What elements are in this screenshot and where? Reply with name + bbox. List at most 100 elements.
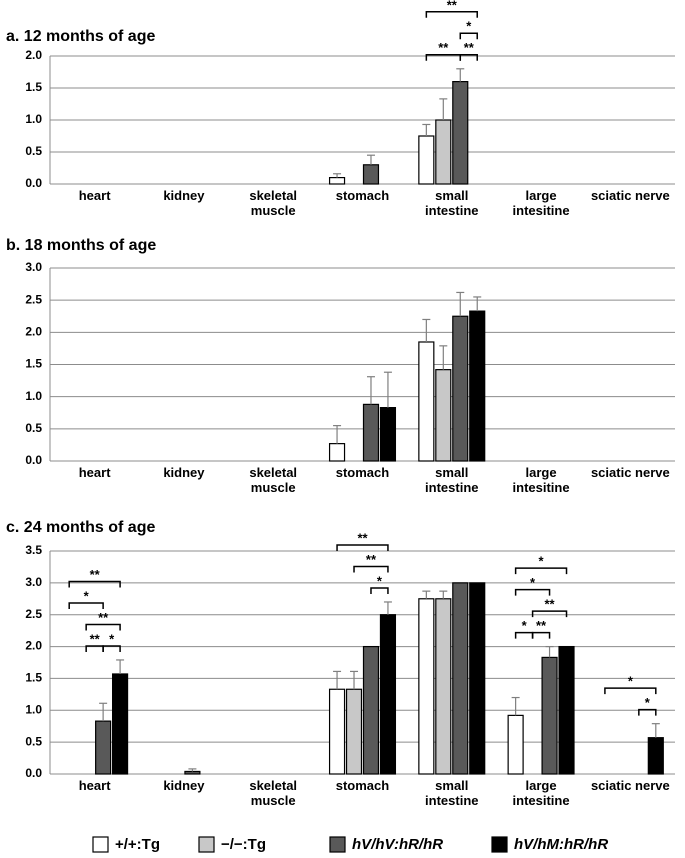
- y-tick-label: 1.0: [25, 702, 42, 716]
- x-tick-label-box: kidney: [163, 465, 205, 480]
- error-bar: [422, 318, 431, 342]
- y-tick-label: 3.5: [25, 543, 42, 557]
- x-tick-label: sciatic nerve: [590, 188, 670, 203]
- significance-label: *: [84, 588, 90, 603]
- legend-label: +/+:Tg: [115, 836, 160, 853]
- significance-label: **: [447, 0, 458, 12]
- y-tick-label: 2.0: [25, 48, 42, 62]
- x-tick-label: kidney: [163, 465, 205, 480]
- bar: [452, 315, 469, 462]
- legend-swatch: [198, 836, 215, 853]
- bar: [379, 614, 397, 775]
- x-tick-label: heart: [78, 465, 111, 480]
- x-tick-label-box: sciatic nerve: [591, 465, 670, 480]
- x-tick-label: kidney: [163, 778, 205, 793]
- x-tick-label-box: heart: [78, 465, 111, 480]
- bar: [345, 688, 363, 775]
- y-tick-label: 2.5: [25, 607, 42, 621]
- y-tick-label: 1.5: [25, 671, 42, 685]
- significance-bracket: [531, 631, 551, 639]
- x-tick-label-box: heart: [79, 778, 111, 793]
- x-tick-label: skeletal muscle: [249, 188, 298, 218]
- x-tick-label-box: kidney: [163, 188, 205, 203]
- significance-bracket: [459, 32, 478, 40]
- x-tick-label: large intesitine: [512, 778, 570, 808]
- significance-bracket: [638, 708, 657, 716]
- bar: [95, 720, 112, 775]
- error-bar: [439, 345, 448, 370]
- bar: [452, 582, 469, 775]
- legend-swatch: [329, 836, 346, 853]
- x-tick-label: heart: [78, 188, 111, 203]
- y-tick-label: 2.0: [25, 639, 42, 653]
- legend-label: −/−:Tg: [221, 836, 266, 853]
- error-bar: [366, 376, 375, 405]
- error-bar: [651, 723, 660, 738]
- bar: [112, 673, 129, 775]
- significance-label: **: [536, 618, 547, 633]
- x-tick-label-box: skeletal muscle: [249, 465, 298, 495]
- bar: [452, 80, 469, 185]
- error-bar: [383, 371, 392, 408]
- x-tick-label: kidney: [163, 188, 205, 203]
- significance-bracket: [370, 587, 389, 594]
- x-tick-label-box: skeletal muscle: [249, 188, 298, 218]
- x-tick-label: small intestine: [425, 188, 479, 218]
- bar: [362, 403, 380, 462]
- error-bar: [473, 296, 482, 312]
- y-tick-label: 1.5: [25, 80, 42, 94]
- y-tick-label: 0.5: [25, 421, 42, 435]
- significance-label: *: [466, 19, 472, 34]
- error-bar: [99, 702, 108, 722]
- bar: [328, 443, 346, 462]
- significance-label: *: [530, 575, 536, 590]
- x-tick-label: stomach: [335, 188, 390, 203]
- bar: [418, 135, 435, 185]
- significance-label: *: [109, 631, 115, 646]
- bar: [469, 582, 486, 775]
- y-tick-label: 1.5: [25, 357, 42, 371]
- error-bar: [333, 670, 342, 690]
- bar: [362, 645, 380, 775]
- significance-bracket: [514, 631, 534, 639]
- x-tick-label: skeletal muscle: [249, 778, 298, 808]
- error-bar: [439, 590, 448, 599]
- x-tick-label-box: small intestine: [425, 188, 479, 218]
- bar: [435, 369, 452, 462]
- error-bar: [511, 696, 520, 716]
- error-bar: [333, 173, 342, 178]
- x-tick-label: large intesitine: [512, 188, 570, 218]
- x-tick-label-box: stomach: [335, 188, 390, 203]
- bar: [469, 310, 486, 462]
- significance-label: **: [90, 631, 101, 646]
- x-tick-label-box: kidney: [163, 778, 205, 793]
- significance-bracket: [459, 54, 478, 61]
- bar: [541, 656, 558, 775]
- error-bar: [366, 154, 375, 165]
- x-tick-label-box: heart: [78, 188, 111, 203]
- x-tick-label-box: sciatic nerve: [591, 778, 670, 793]
- y-tick-label: 3.0: [25, 260, 42, 274]
- error-bar: [350, 670, 359, 690]
- significance-bracket: [425, 11, 478, 18]
- bar: [362, 164, 380, 185]
- x-tick-label-box: small intestine: [425, 778, 479, 808]
- x-tick-label-box: skeletal muscle: [249, 778, 298, 808]
- y-tick-label: 1.0: [25, 112, 42, 126]
- x-tick-label: small intestine: [425, 778, 479, 808]
- x-tick-label: skeletal muscle: [249, 465, 298, 495]
- panel-title: c. 24 months of age: [6, 519, 155, 536]
- x-tick-label: large intesitine: [512, 465, 570, 495]
- significance-label: **: [464, 40, 475, 55]
- significance-bracket: [514, 588, 551, 596]
- error-bar: [456, 68, 465, 82]
- error-bar: [333, 425, 342, 444]
- significance-bracket: [604, 687, 657, 695]
- x-tick-label: small intestine: [425, 465, 479, 495]
- x-tick-label-box: large intesitine: [512, 465, 570, 495]
- bar: [184, 770, 201, 775]
- legend-swatch: [92, 836, 109, 853]
- x-tick-label-box: large intesitine: [512, 188, 570, 218]
- error-bar: [422, 123, 431, 136]
- bar: [647, 737, 664, 775]
